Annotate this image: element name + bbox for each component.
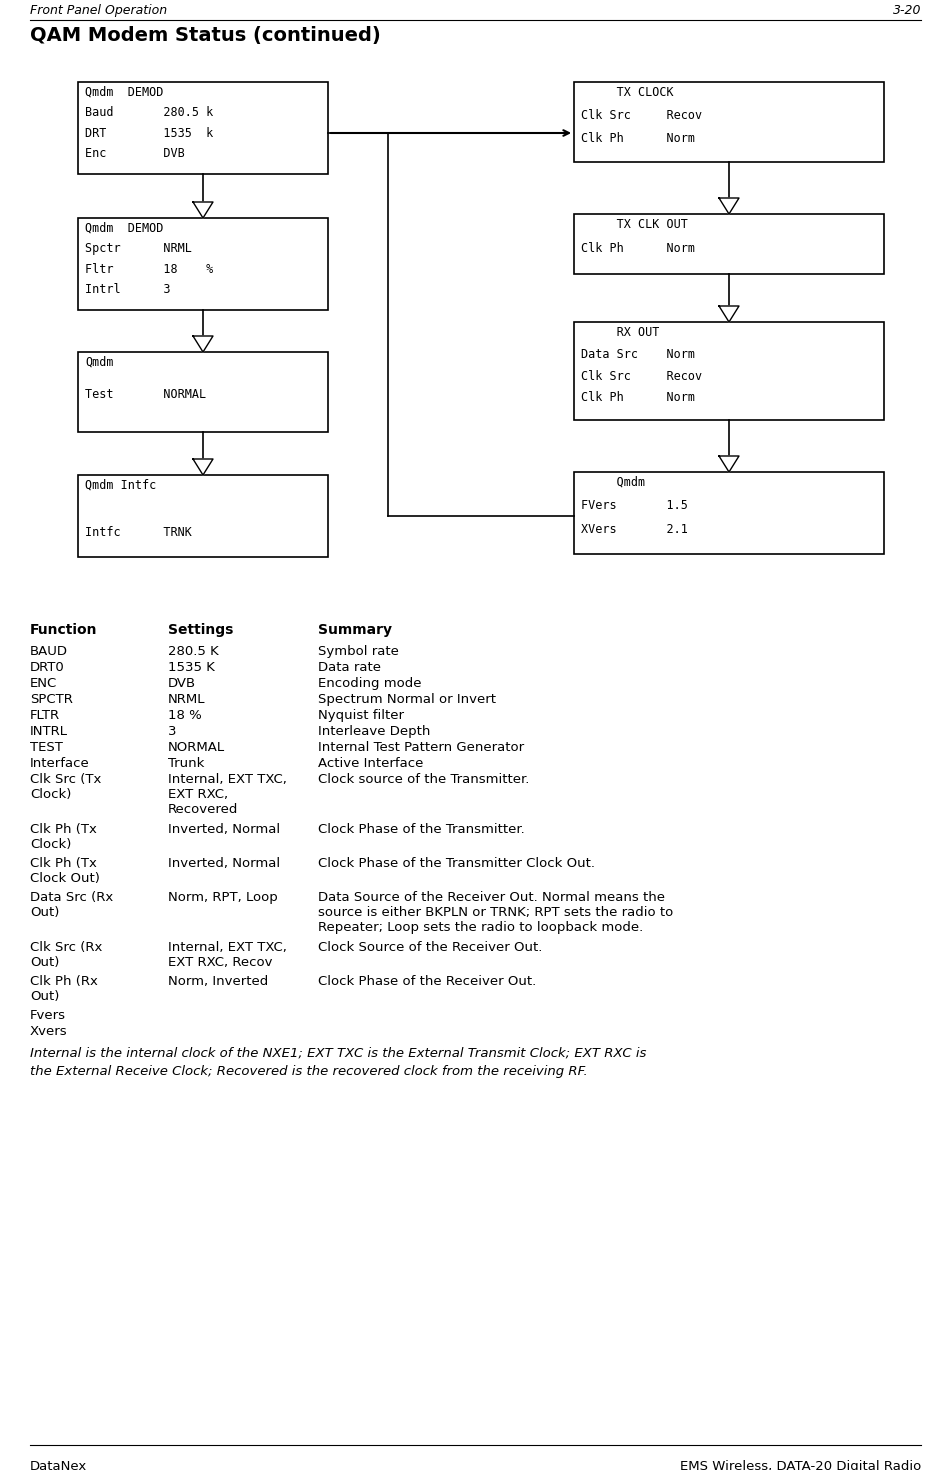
Polygon shape xyxy=(719,198,739,215)
Text: EMS Wireless, DATA-20 Digital Radio: EMS Wireless, DATA-20 Digital Radio xyxy=(680,1460,921,1470)
Text: FLTR: FLTR xyxy=(30,709,60,722)
Text: Qmdm: Qmdm xyxy=(581,476,645,490)
Text: RX OUT: RX OUT xyxy=(581,326,659,340)
Text: DRT0: DRT0 xyxy=(30,662,65,675)
Text: Clk Ph      Norm: Clk Ph Norm xyxy=(581,243,695,254)
Text: Interleave Depth: Interleave Depth xyxy=(318,725,431,738)
Text: Inverted, Normal: Inverted, Normal xyxy=(168,857,281,870)
Text: Nyquist filter: Nyquist filter xyxy=(318,709,404,722)
Bar xyxy=(574,322,884,420)
Text: Active Interface: Active Interface xyxy=(318,757,423,770)
Text: Clk Src (Rx
Out): Clk Src (Rx Out) xyxy=(30,941,103,969)
Text: 3-20: 3-20 xyxy=(892,4,921,18)
Text: 3: 3 xyxy=(168,725,177,738)
Text: TX CLK OUT: TX CLK OUT xyxy=(581,218,688,231)
Text: DataNex: DataNex xyxy=(30,1460,87,1470)
Text: Fvers: Fvers xyxy=(30,1008,66,1022)
Text: 1535 K: 1535 K xyxy=(168,662,215,675)
Text: Spctr      NRML: Spctr NRML xyxy=(85,243,192,256)
Bar xyxy=(78,475,328,557)
Text: NRML: NRML xyxy=(168,692,205,706)
Text: Baud       280.5 k: Baud 280.5 k xyxy=(85,106,213,119)
Text: Intrl      3: Intrl 3 xyxy=(85,284,170,297)
Bar xyxy=(78,218,328,310)
Text: INTRL: INTRL xyxy=(30,725,68,738)
Polygon shape xyxy=(193,201,213,218)
Text: Symbol rate: Symbol rate xyxy=(318,645,398,659)
Text: Internal, EXT TXC,
EXT RXC, Recov: Internal, EXT TXC, EXT RXC, Recov xyxy=(168,941,287,969)
Text: DVB: DVB xyxy=(168,678,196,689)
Text: Data Src    Norm: Data Src Norm xyxy=(581,348,695,360)
Text: Qmdm  DEMOD: Qmdm DEMOD xyxy=(85,87,164,98)
Text: QAM Modem Status (continued): QAM Modem Status (continued) xyxy=(30,26,380,46)
Bar xyxy=(574,82,884,162)
Text: NORMAL: NORMAL xyxy=(168,741,225,754)
Text: Fltr       18    %: Fltr 18 % xyxy=(85,263,213,276)
Text: Trunk: Trunk xyxy=(168,757,204,770)
Text: Encoding mode: Encoding mode xyxy=(318,678,421,689)
Text: TEST: TEST xyxy=(30,741,63,754)
Text: Clk Ph (Tx
Clock Out): Clk Ph (Tx Clock Out) xyxy=(30,857,100,885)
Text: Clock Phase of the Receiver Out.: Clock Phase of the Receiver Out. xyxy=(318,975,536,988)
Text: DRT        1535  k: DRT 1535 k xyxy=(85,126,213,140)
Text: Settings: Settings xyxy=(168,623,233,637)
Bar xyxy=(78,82,328,173)
Text: XVers       2.1: XVers 2.1 xyxy=(581,523,688,537)
Text: Qmdm  DEMOD: Qmdm DEMOD xyxy=(85,222,164,235)
Text: Clk Ph (Tx
Clock): Clk Ph (Tx Clock) xyxy=(30,823,97,851)
Text: Function: Function xyxy=(30,623,98,637)
Text: Summary: Summary xyxy=(318,623,392,637)
Text: Data rate: Data rate xyxy=(318,662,381,675)
Text: Clk Ph (Rx
Out): Clk Ph (Rx Out) xyxy=(30,975,98,1003)
Text: Intfc      TRNK: Intfc TRNK xyxy=(85,526,192,539)
Text: SPCTR: SPCTR xyxy=(30,692,73,706)
Text: Data Source of the Receiver Out. Normal means the
source is either BKPLN or TRNK: Data Source of the Receiver Out. Normal … xyxy=(318,891,673,933)
Text: Front Panel Operation: Front Panel Operation xyxy=(30,4,167,18)
Text: Clk Ph      Norm: Clk Ph Norm xyxy=(581,132,695,144)
Text: Clock source of the Transmitter.: Clock source of the Transmitter. xyxy=(318,773,530,786)
Text: Inverted, Normal: Inverted, Normal xyxy=(168,823,281,836)
Text: Interface: Interface xyxy=(30,757,89,770)
Text: Clk Ph      Norm: Clk Ph Norm xyxy=(581,391,695,404)
Text: Norm, RPT, Loop: Norm, RPT, Loop xyxy=(168,891,278,904)
Text: Internal Test Pattern Generator: Internal Test Pattern Generator xyxy=(318,741,524,754)
Text: Test       NORMAL: Test NORMAL xyxy=(85,388,206,401)
Text: Xvers: Xvers xyxy=(30,1025,68,1038)
Text: FVers       1.5: FVers 1.5 xyxy=(581,500,688,513)
Text: Internal is the internal clock of the NXE1; EXT TXC is the External Transmit Clo: Internal is the internal clock of the NX… xyxy=(30,1047,647,1060)
Text: Spectrum Normal or Invert: Spectrum Normal or Invert xyxy=(318,692,496,706)
Polygon shape xyxy=(193,337,213,351)
Text: Internal, EXT TXC,
EXT RXC,
Recovered: Internal, EXT TXC, EXT RXC, Recovered xyxy=(168,773,287,816)
Text: the External Receive Clock; Recovered is the recovered clock from the receiving : the External Receive Clock; Recovered is… xyxy=(30,1064,588,1078)
Text: 18 %: 18 % xyxy=(168,709,202,722)
Bar xyxy=(574,472,884,554)
Text: BAUD: BAUD xyxy=(30,645,68,659)
Polygon shape xyxy=(719,456,739,472)
Text: Clock Phase of the Transmitter Clock Out.: Clock Phase of the Transmitter Clock Out… xyxy=(318,857,595,870)
Text: ENC: ENC xyxy=(30,678,57,689)
Text: Clk Src     Recov: Clk Src Recov xyxy=(581,369,702,382)
Polygon shape xyxy=(193,459,213,475)
Text: Clock Phase of the Transmitter.: Clock Phase of the Transmitter. xyxy=(318,823,525,836)
Text: Norm, Inverted: Norm, Inverted xyxy=(168,975,268,988)
Text: Qmdm: Qmdm xyxy=(85,356,113,369)
Bar xyxy=(78,351,328,432)
Text: Clk Src (Tx
Clock): Clk Src (Tx Clock) xyxy=(30,773,102,801)
Text: Enc        DVB: Enc DVB xyxy=(85,147,184,160)
Text: Clk Src     Recov: Clk Src Recov xyxy=(581,109,702,122)
Text: 280.5 K: 280.5 K xyxy=(168,645,219,659)
Polygon shape xyxy=(719,306,739,322)
Text: Data Src (Rx
Out): Data Src (Rx Out) xyxy=(30,891,113,919)
Text: Qmdm Intfc: Qmdm Intfc xyxy=(85,479,156,492)
Bar xyxy=(574,215,884,273)
Text: TX CLOCK: TX CLOCK xyxy=(581,87,673,98)
Text: Clock Source of the Receiver Out.: Clock Source of the Receiver Out. xyxy=(318,941,542,954)
